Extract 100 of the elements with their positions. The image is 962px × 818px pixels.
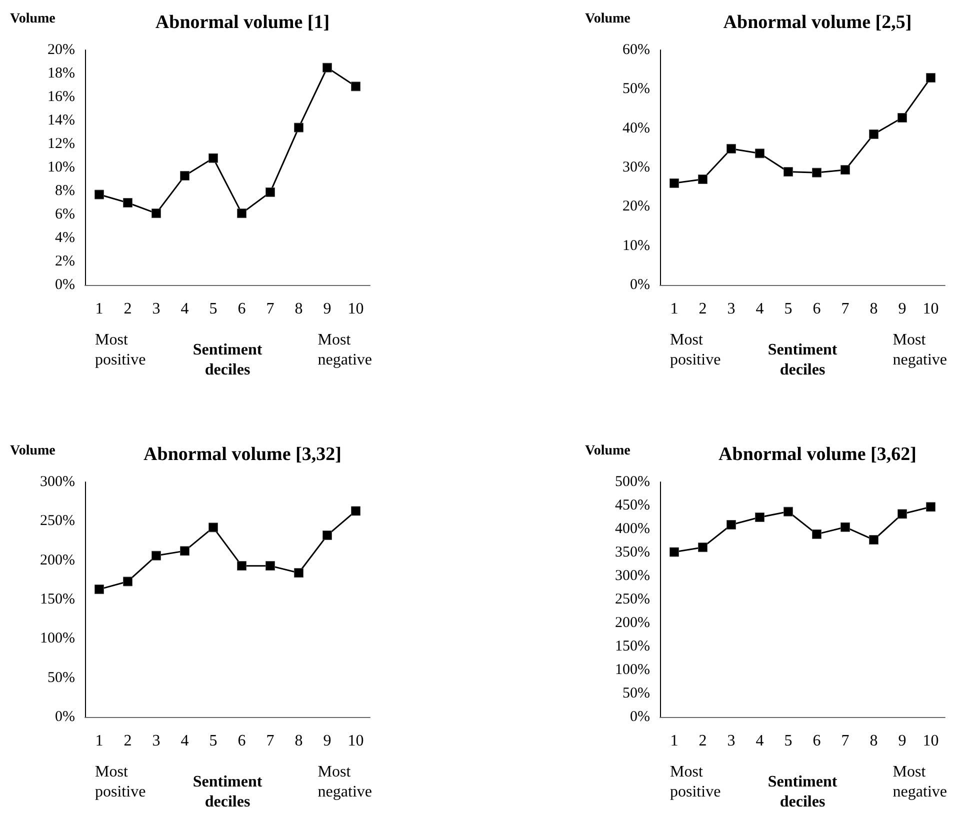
point: [726, 144, 736, 154]
y-tick-label: 40%: [622, 120, 650, 136]
y-tick-label: 6%: [55, 206, 75, 222]
point: [322, 530, 332, 540]
x-tick-label: 7: [841, 300, 850, 318]
x-tick-label: 4: [756, 732, 764, 750]
point: [94, 584, 104, 594]
x-tick-label: 4: [180, 732, 189, 750]
y-tick-label: 2%: [55, 254, 75, 270]
point: [237, 208, 246, 218]
point: [812, 168, 822, 178]
point: [926, 73, 936, 83]
x-tick-label: 6: [238, 732, 246, 750]
point: [840, 522, 850, 532]
point: [266, 561, 275, 571]
text: Most negative: [318, 332, 372, 368]
text: Most positive: [95, 764, 146, 800]
x-tick-label: 10: [348, 732, 364, 750]
point: [869, 129, 878, 139]
point: [180, 546, 190, 556]
y-tick-label: 50%: [48, 670, 75, 686]
x-tick-label: 9: [898, 732, 906, 750]
y-tick-label: 400%: [615, 521, 650, 537]
point: [784, 506, 793, 516]
x-tick-label: 7: [266, 300, 274, 318]
point: [670, 178, 679, 188]
point: [755, 148, 764, 158]
x-tick-label: 3: [152, 300, 160, 318]
x-tick-label: 9: [323, 732, 332, 750]
chart-title: Abnormal volume [2,5]: [723, 12, 912, 33]
y-tick-label: 20%: [48, 42, 75, 58]
y-tick-label: 4%: [55, 230, 75, 246]
text: Most positive: [670, 764, 721, 800]
y-tick-label: 100%: [40, 630, 75, 647]
x-tick-label: 7: [841, 732, 850, 750]
y-axis-title: Volume: [585, 12, 630, 26]
y-tick-label: 0%: [630, 277, 650, 293]
x-tick-label: 6: [812, 732, 821, 750]
y-tick-label: 8%: [55, 183, 75, 199]
x-tick-label: 8: [294, 300, 303, 318]
x-tick-label: 5: [209, 732, 218, 750]
point: [294, 568, 304, 578]
y-tick-label: 50%: [622, 81, 650, 98]
x-tick-label: 9: [898, 300, 906, 318]
y-tick-label: 30%: [622, 160, 650, 176]
y-tick-label: 150%: [615, 638, 650, 654]
point: [351, 82, 360, 92]
point: [351, 506, 360, 516]
x-tick-label: 3: [152, 732, 160, 750]
text: Most negative: [892, 764, 948, 800]
x-tick-label: 2: [698, 732, 707, 750]
x-tick-label: 8: [294, 732, 303, 750]
point: [840, 165, 850, 175]
x-tick-label: 8: [870, 300, 878, 318]
point: [208, 153, 218, 163]
point: [294, 122, 304, 132]
y-tick-label: 14%: [48, 112, 75, 128]
point: [123, 576, 132, 586]
y-tick-label: 250%: [40, 513, 75, 530]
y-tick-label: 250%: [615, 592, 650, 608]
x-tick-label: 6: [238, 300, 246, 318]
y-axis-title: Volume: [10, 12, 56, 26]
y-tick-label: 300%: [615, 568, 650, 584]
point: [123, 198, 132, 208]
x-tick-label: 4: [756, 300, 764, 318]
y-axis-title: Volume: [10, 444, 56, 458]
point: [208, 522, 218, 532]
y-tick-label: 500%: [615, 474, 650, 490]
x-tick-label: 3: [727, 300, 736, 318]
point: [869, 535, 878, 545]
point: [180, 170, 190, 180]
y-tick-label: 60%: [622, 42, 650, 58]
x-tick-label: 10: [348, 300, 364, 318]
text: Most positive: [670, 332, 721, 368]
point: [237, 561, 246, 571]
y-tick-label: 100%: [615, 662, 650, 678]
x-tick-label: 2: [124, 300, 132, 318]
point: [266, 187, 275, 197]
y-tick-label: 10%: [48, 160, 75, 176]
point: [898, 509, 907, 519]
y-tick-label: 10%: [622, 238, 650, 254]
y-tick-label: 12%: [48, 136, 75, 152]
x-tick-label: 1: [95, 732, 104, 750]
point: [698, 542, 708, 552]
x-tick-label: 5: [209, 300, 218, 318]
point: [726, 520, 736, 530]
text: Most negative: [892, 332, 948, 368]
text: Most negative: [318, 764, 372, 800]
y-tick-label: 16%: [48, 89, 75, 105]
point: [755, 512, 764, 522]
y-tick-label: 0%: [55, 277, 75, 293]
y-tick-label: 150%: [40, 592, 75, 608]
chart-title: Abnormal volume [3,32]: [144, 444, 342, 465]
y-axis-title: Volume: [585, 444, 630, 458]
x-tick-label: 3: [727, 732, 736, 750]
x-tick-label: 6: [812, 300, 821, 318]
x-axis-title: Sentiment deciles: [768, 342, 838, 378]
x-tick-label: 1: [670, 732, 678, 750]
point: [784, 167, 793, 177]
y-tick-label: 200%: [615, 615, 650, 631]
